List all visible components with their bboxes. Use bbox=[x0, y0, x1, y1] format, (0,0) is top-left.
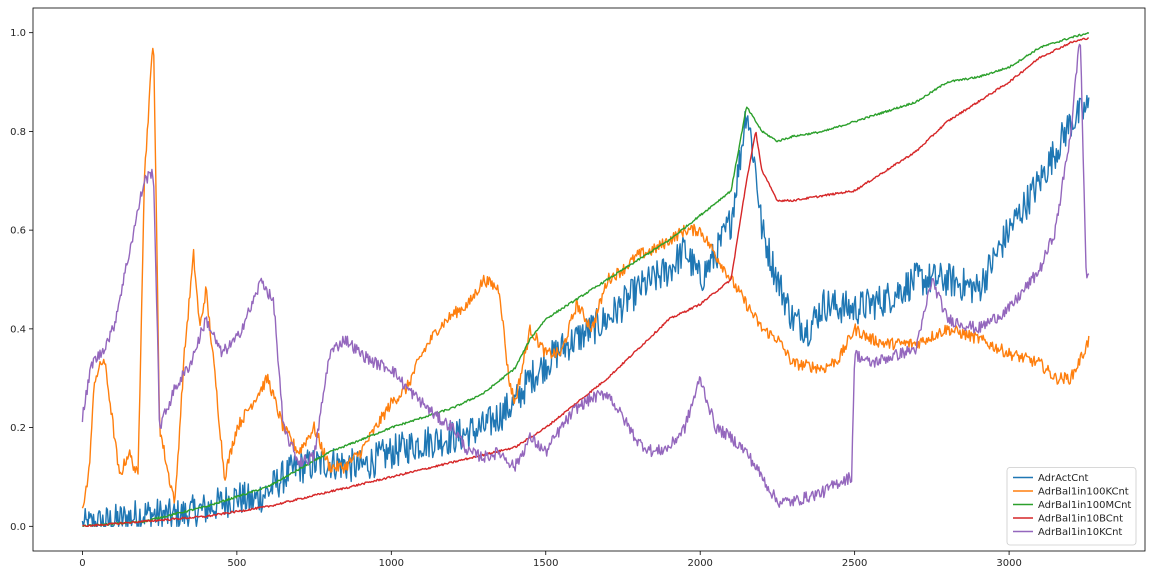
legend-label-2: AdrBal1in100MCnt bbox=[1038, 500, 1131, 511]
legend-label-3: AdrBal1in10BCnt bbox=[1038, 514, 1123, 525]
x-tick-label-5: 2500 bbox=[842, 558, 867, 569]
x-tick-label-6: 3000 bbox=[996, 558, 1021, 569]
legend-label-0: AdrActCnt bbox=[1038, 473, 1089, 484]
y-tick-label-3: 0.6 bbox=[10, 226, 26, 237]
y-tick-label-4: 0.8 bbox=[10, 127, 26, 138]
x-tick-label-2: 1000 bbox=[379, 558, 404, 569]
legend-box bbox=[1006, 467, 1137, 546]
legend-label-1: AdrBal1in100KCnt bbox=[1038, 487, 1129, 498]
plot-area bbox=[33, 8, 1145, 551]
axes-layer: 0 500 1000 1500 2000 2500 3000 0.0 0.2 0.4 0.6 0.8 1… bbox=[10, 28, 1022, 569]
series-line-1 bbox=[81, 47, 1090, 509]
legend: AdrActCnt AdrBal1in100KCnt AdrBal1in100MCn… bbox=[1006, 467, 1137, 546]
plot-frame bbox=[32, 7, 1146, 552]
x-tick-label-0: 0 bbox=[79, 558, 85, 569]
y-tick-label-5: 1.0 bbox=[10, 28, 26, 39]
x-tick-label-1: 500 bbox=[227, 558, 246, 569]
y-tick-label-2: 0.4 bbox=[10, 324, 26, 335]
series-line-3 bbox=[82, 37, 1089, 527]
x-tick-label-4: 2000 bbox=[687, 558, 712, 569]
y-tick-label-0: 0.0 bbox=[10, 522, 26, 533]
series-layer bbox=[81, 32, 1090, 527]
y-tick-label-1: 0.2 bbox=[10, 423, 26, 434]
series-line-2 bbox=[82, 32, 1090, 527]
series-line-4 bbox=[81, 43, 1090, 508]
x-tick-label-3: 1500 bbox=[533, 558, 558, 569]
legend-label-4: AdrBal1in10KCnt bbox=[1038, 527, 1122, 538]
